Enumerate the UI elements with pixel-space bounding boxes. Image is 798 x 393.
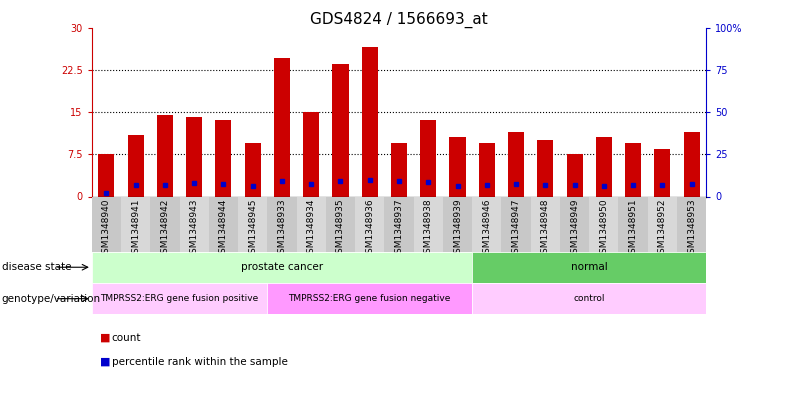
Text: normal: normal xyxy=(571,262,607,272)
Text: GSM1348953: GSM1348953 xyxy=(687,198,696,259)
Bar xyxy=(355,196,385,252)
Bar xyxy=(501,196,531,252)
Bar xyxy=(677,196,706,252)
Text: GSM1348943: GSM1348943 xyxy=(190,198,199,259)
Text: GSM1348941: GSM1348941 xyxy=(131,198,140,259)
Text: ■: ■ xyxy=(100,356,110,367)
Text: GSM1348934: GSM1348934 xyxy=(306,198,316,259)
Text: GSM1348936: GSM1348936 xyxy=(365,198,374,259)
Bar xyxy=(567,154,583,196)
Text: percentile rank within the sample: percentile rank within the sample xyxy=(112,356,287,367)
Bar xyxy=(443,196,472,252)
Bar xyxy=(391,143,407,196)
Bar xyxy=(472,252,706,283)
Text: GSM1348944: GSM1348944 xyxy=(219,198,228,259)
Bar xyxy=(157,115,173,196)
Text: GSM1348950: GSM1348950 xyxy=(599,198,608,259)
Bar xyxy=(180,196,209,252)
Text: GSM1348947: GSM1348947 xyxy=(512,198,520,259)
Bar xyxy=(274,59,290,196)
Bar xyxy=(238,196,267,252)
Text: GSM1348945: GSM1348945 xyxy=(248,198,257,259)
Text: TMPRSS2:ERG gene fusion positive: TMPRSS2:ERG gene fusion positive xyxy=(101,294,259,303)
Bar xyxy=(267,283,472,314)
Bar xyxy=(297,196,326,252)
Bar xyxy=(508,132,524,196)
Bar xyxy=(150,196,180,252)
Text: GSM1348939: GSM1348939 xyxy=(453,198,462,259)
Bar xyxy=(479,143,495,196)
Bar xyxy=(596,137,612,196)
Text: GSM1348937: GSM1348937 xyxy=(394,198,404,259)
Bar xyxy=(303,112,319,196)
Bar xyxy=(92,196,121,252)
Bar xyxy=(654,149,670,196)
Bar xyxy=(684,132,700,196)
Bar xyxy=(531,196,560,252)
Text: GSM1348949: GSM1348949 xyxy=(570,198,579,259)
Bar xyxy=(92,283,267,314)
Bar xyxy=(209,196,238,252)
Text: GSM1348942: GSM1348942 xyxy=(160,198,169,259)
Bar xyxy=(215,120,231,196)
Bar xyxy=(421,120,437,196)
Bar xyxy=(92,252,472,283)
Bar xyxy=(537,140,553,196)
Text: GSM1348946: GSM1348946 xyxy=(482,198,492,259)
Text: prostate cancer: prostate cancer xyxy=(241,262,323,272)
Bar xyxy=(449,137,465,196)
Text: count: count xyxy=(112,333,141,343)
Text: GSM1348940: GSM1348940 xyxy=(102,198,111,259)
Bar xyxy=(128,134,144,196)
Text: GSM1348948: GSM1348948 xyxy=(541,198,550,259)
Bar xyxy=(618,196,648,252)
Bar xyxy=(648,196,677,252)
Text: TMPRSS2:ERG gene fusion negative: TMPRSS2:ERG gene fusion negative xyxy=(289,294,451,303)
Bar xyxy=(625,143,641,196)
Text: GSM1348938: GSM1348938 xyxy=(424,198,433,259)
Bar xyxy=(472,283,706,314)
Text: genotype/variation: genotype/variation xyxy=(2,294,101,304)
Text: ■: ■ xyxy=(100,333,110,343)
Text: control: control xyxy=(574,294,605,303)
Title: GDS4824 / 1566693_at: GDS4824 / 1566693_at xyxy=(310,11,488,28)
Bar xyxy=(333,64,349,196)
Bar xyxy=(385,196,413,252)
Bar xyxy=(560,196,589,252)
Text: GSM1348933: GSM1348933 xyxy=(278,198,286,259)
Bar xyxy=(472,196,501,252)
Bar xyxy=(361,47,377,196)
Text: GSM1348951: GSM1348951 xyxy=(629,198,638,259)
Text: GSM1348952: GSM1348952 xyxy=(658,198,667,259)
Text: disease state: disease state xyxy=(2,262,71,272)
Bar xyxy=(267,196,297,252)
Bar xyxy=(326,196,355,252)
Bar xyxy=(589,196,618,252)
Bar xyxy=(121,196,150,252)
Bar xyxy=(245,143,261,196)
Bar xyxy=(413,196,443,252)
Bar xyxy=(98,154,114,196)
Text: GSM1348935: GSM1348935 xyxy=(336,198,345,259)
Bar xyxy=(186,116,202,196)
